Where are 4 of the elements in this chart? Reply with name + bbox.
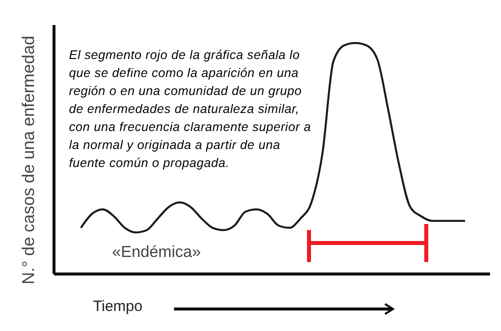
annotation: El segmento rojo de la gráfica señala lo que se define como la aparición en una región o en una comunidad de un grupo de enfermedades de naturaleza similar, con una frecuencia claramente superior a la normal y originada a partir de una fuente común o propagada. — [69, 47, 312, 172]
y-axis-title: N.° de casos de una enfermedad — [19, 34, 39, 286]
annotation: «Endémica» — [112, 244, 201, 262]
x-axis-title: Tiempo — [93, 298, 142, 315]
